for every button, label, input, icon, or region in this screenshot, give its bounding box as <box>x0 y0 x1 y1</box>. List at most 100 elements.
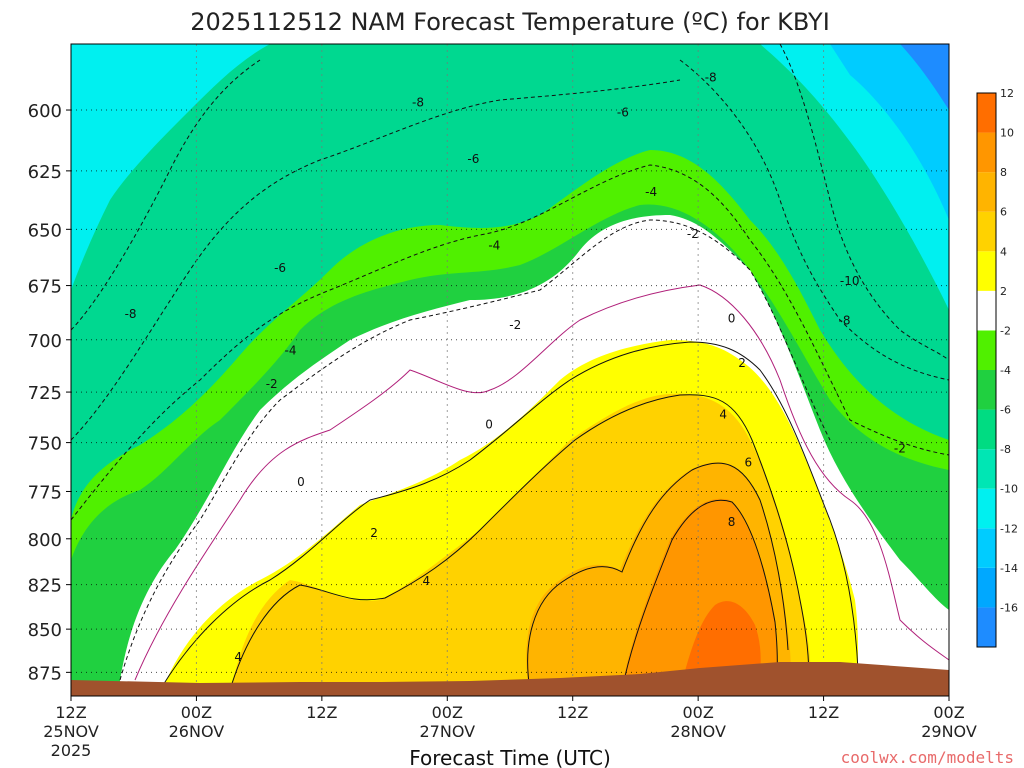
contour-label: -8 <box>838 313 850 327</box>
x-tick-date: 28NOV <box>670 722 726 741</box>
y-tick-label: 775 <box>28 482 62 503</box>
y-tick-label: 600 <box>28 101 62 122</box>
colorbar-label: -14 <box>1000 562 1018 575</box>
contour-plus8 <box>621 499 778 691</box>
band-coldest-corner <box>900 44 949 110</box>
contour-label: -10 <box>840 274 860 288</box>
credit-text[interactable]: coolwx.com/modelts <box>841 748 1014 767</box>
colorbar-swatch <box>977 172 996 212</box>
y-tick-label: 825 <box>28 576 62 597</box>
colorbar-swatch <box>977 132 996 173</box>
colorbar-label: 4 <box>1000 245 1007 258</box>
colorbar-swatch <box>977 251 996 291</box>
terrain <box>71 662 949 696</box>
colorbar-label: -12 <box>1000 522 1018 535</box>
contour-label: -6 <box>617 106 629 120</box>
x-tick-year: 2025 <box>51 741 92 760</box>
contour-label: 0 <box>728 311 736 325</box>
colorbar-label: -6 <box>1000 404 1011 417</box>
colorbar-label: -4 <box>1000 364 1011 377</box>
colorbar-label: -10 <box>1000 483 1018 496</box>
colorbar-label: 10 <box>1000 127 1014 140</box>
colorbar-swatch <box>977 330 996 370</box>
colorbar-swatch <box>977 370 996 410</box>
contour-label: 6 <box>744 455 752 469</box>
contour-label: -2 <box>266 377 278 391</box>
x-tick-label: 12Z <box>306 703 337 722</box>
y-tick-label: 625 <box>28 162 62 183</box>
contour-plus4 <box>229 394 810 691</box>
contour-labels: -8 -6 -4 -2 0 2 4 4 -8 -6 -4 -2 0 -6 -8 -4 -2 0 2 4 6 8 -10 -8 -… <box>125 70 906 664</box>
band-very-cold-right <box>830 44 949 220</box>
colorbar-label: 8 <box>1000 166 1007 179</box>
x-tick-date: 26NOV <box>169 722 225 741</box>
x-tick-date: 29NOV <box>921 722 977 741</box>
y-axis: 600 625 650 675 700 725 750 775 800 825 850 875 <box>28 101 71 684</box>
contour-label: -6 <box>274 261 286 275</box>
y-tick-label: 650 <box>28 220 62 241</box>
contour-label: -8 <box>125 307 137 321</box>
contour-label: -2 <box>687 227 699 241</box>
contour-label: -4 <box>645 185 657 199</box>
contour-plus6 <box>527 462 789 691</box>
y-tick-label: 750 <box>28 434 62 455</box>
contour-plus2 <box>159 341 859 691</box>
contour-minus4 <box>71 164 949 521</box>
colorbar-swatch <box>977 488 996 529</box>
x-tick-date: 27NOV <box>419 722 475 741</box>
contour-label: 4 <box>234 650 242 664</box>
y-tick-label: 725 <box>28 383 62 404</box>
y-tick-label: 700 <box>28 331 62 352</box>
x-tick-label: 00Z <box>181 703 212 722</box>
colorbar-swatch <box>977 409 996 450</box>
contour-label: -6 <box>467 152 479 166</box>
colorbar-label: 2 <box>1000 285 1007 298</box>
colorbar-swatch <box>977 449 996 489</box>
colorbar-swatch <box>977 567 996 608</box>
x-tick-label: 12Z <box>808 703 839 722</box>
contour-label: -4 <box>488 238 500 252</box>
y-tick-label: 875 <box>28 663 62 684</box>
contour-label: 4 <box>423 574 431 588</box>
x-tick-label: 12Z <box>557 703 588 722</box>
contour-minus2 <box>119 219 831 681</box>
colorbar: -16 -14 -12 -10 -8 -6 -4 -2 2 4 6 8 10 12 <box>976 87 1018 648</box>
plot-frame <box>70 43 950 697</box>
contour-label: -2 <box>509 318 521 332</box>
contour-minus10-right <box>779 44 949 361</box>
colorbar-frame <box>976 92 997 648</box>
colorbar-label: 12 <box>1000 87 1014 100</box>
contour-label: 4 <box>719 408 727 422</box>
x-tick-label: 12Z <box>55 703 86 722</box>
x-tick-label: 00Z <box>432 703 463 722</box>
colorbar-label: -16 <box>1000 601 1018 614</box>
contour-label: 0 <box>297 475 305 489</box>
contour-label: -8 <box>412 96 424 110</box>
contour-zero <box>134 284 949 681</box>
contour-label: -8 <box>705 70 717 84</box>
colorbar-label: 6 <box>1000 206 1007 219</box>
contour-minus8-left <box>71 59 261 331</box>
band-cold-upper-left <box>71 44 270 290</box>
y-tick-label: 675 <box>28 277 62 298</box>
contour-label: -2 <box>894 442 906 456</box>
contour-label: 2 <box>738 356 746 370</box>
colorbar-swatch <box>977 528 996 568</box>
plot-area <box>71 44 949 696</box>
colorbar-label: -2 <box>1000 324 1011 337</box>
x-axis-label: Forecast Time (UTC) <box>409 746 611 768</box>
x-tick-label: 00Z <box>682 703 713 722</box>
colorbar-swatch <box>977 93 996 133</box>
colorbar-swatch <box>977 290 996 331</box>
contour-label: 8 <box>728 515 736 529</box>
x-tick-label: 00Z <box>933 703 964 722</box>
contour-label: -4 <box>285 343 297 357</box>
colorbar-swatch <box>977 211 996 252</box>
contour-label: 2 <box>370 526 378 540</box>
contour-minus6 <box>71 79 681 441</box>
x-tick-date: 25NOV <box>43 722 99 741</box>
contour-minus8-right <box>679 59 949 381</box>
colorbar-swatch <box>977 607 996 647</box>
colorbar-label: -8 <box>1000 443 1011 456</box>
